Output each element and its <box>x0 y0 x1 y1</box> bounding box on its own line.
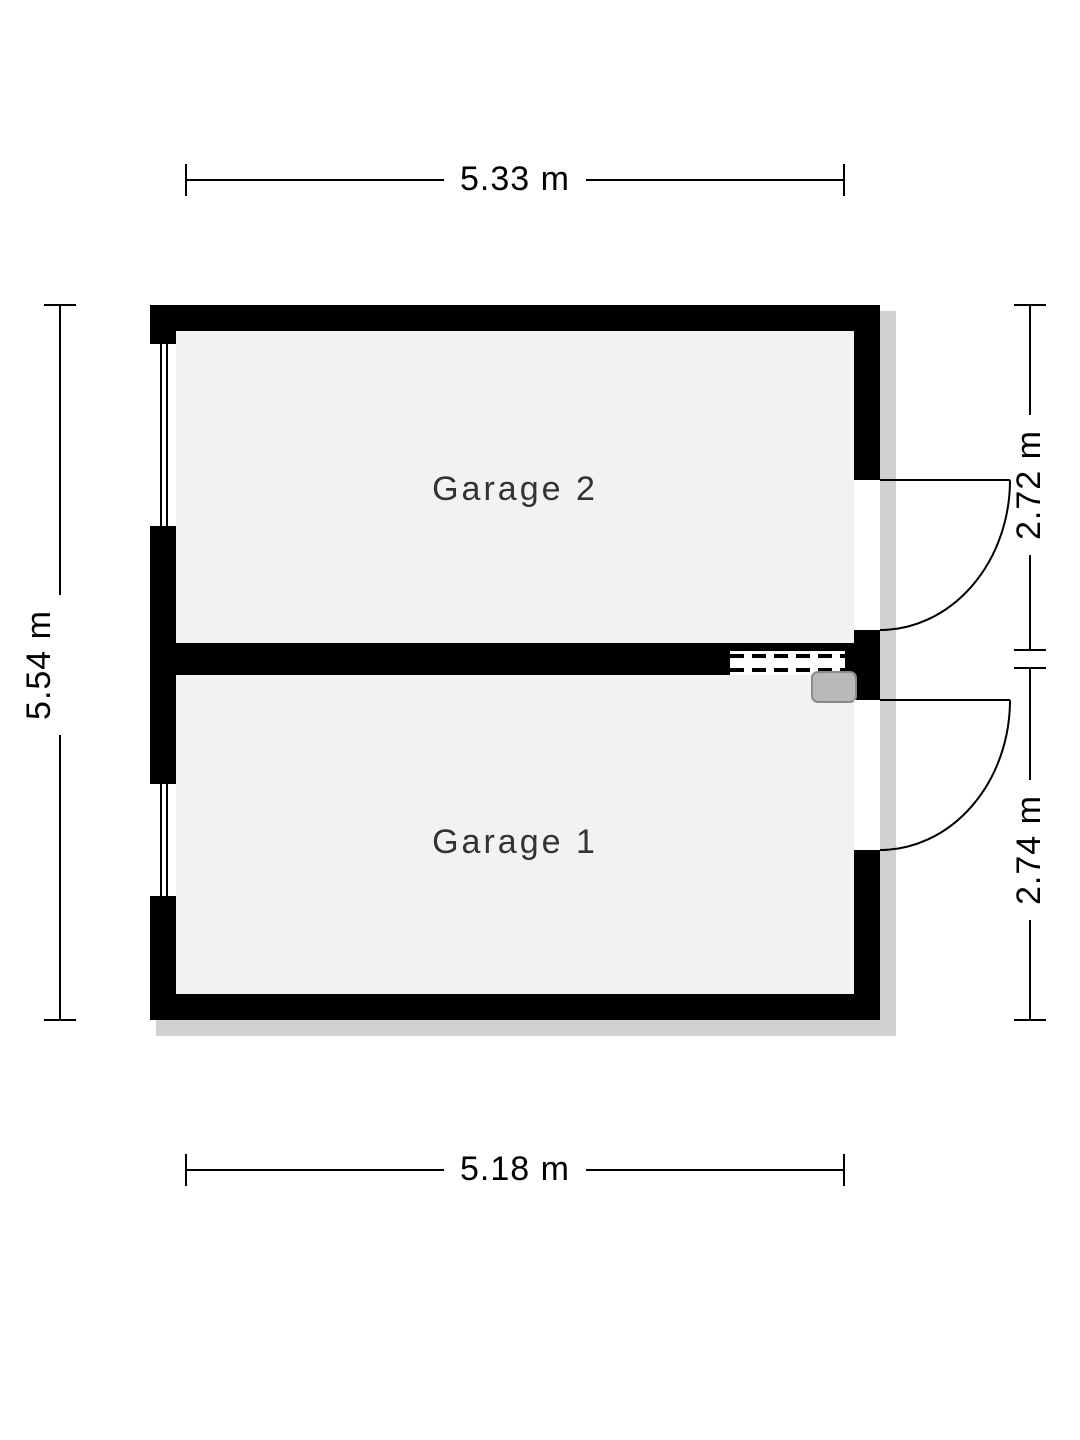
door-opening-top <box>854 480 880 630</box>
dimension-right-top-label: 2.72 m <box>1010 430 1048 540</box>
door-swing-top <box>880 480 1010 630</box>
room-label-garage-2: Garage 2 <box>432 470 598 508</box>
left-window-bottom <box>150 780 176 900</box>
door-opening-bottom <box>854 700 880 850</box>
floor-plan: Garage 2 Garage 1 5.33 m 5.18 m 5.54 m 2… <box>0 0 1080 1440</box>
room-label-garage-1: Garage 1 <box>432 823 598 861</box>
dimension-top-label: 5.33 m <box>460 160 570 198</box>
wall-fixture <box>812 672 856 702</box>
dimension-right-bottom-label: 2.74 m <box>1010 795 1048 905</box>
door-swing-bottom <box>880 700 1010 850</box>
left-window-top <box>150 340 176 530</box>
inner-wall-notch <box>176 643 204 675</box>
dimension-left-label: 5.54 m <box>20 610 58 720</box>
dimension-bottom-label: 5.18 m <box>460 1150 570 1188</box>
